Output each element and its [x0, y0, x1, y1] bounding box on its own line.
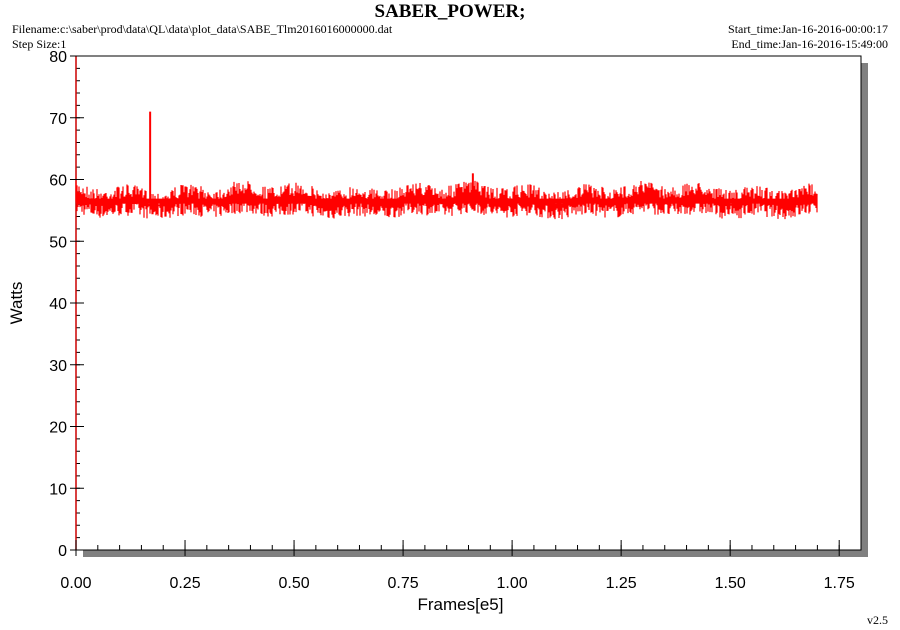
x-tick-label: 0.75 [388, 575, 419, 592]
chart-title: SABER_POWER; [374, 1, 526, 22]
step-size-text: Step Size:1 [12, 37, 67, 51]
y-tick-label: 50 [49, 234, 67, 251]
end-time-text: End_time:Jan-16-2016-15:49:00 [731, 37, 888, 51]
y-tick-label: 10 [49, 481, 67, 498]
y-tick-label: 20 [49, 420, 67, 437]
x-tick-label: 0.25 [169, 575, 200, 592]
y-tick-label: 0 [58, 543, 67, 560]
y-tick-label: 70 [49, 111, 67, 128]
y-tick-label: 40 [49, 296, 67, 313]
x-tick-label: 0.50 [278, 575, 309, 592]
x-axis-title: Frames[e5] [418, 595, 504, 614]
filename-text: Filename:c:\saber\prod\data\QL\data\plot… [12, 22, 393, 36]
plot-frame [75, 55, 862, 551]
y-tick-label: 80 [49, 49, 67, 66]
x-tick-label: 1.25 [606, 575, 637, 592]
x-tick-label: 0.00 [60, 575, 91, 592]
x-tick-label: 1.75 [824, 575, 855, 592]
y-axis-title: Watts [7, 282, 26, 325]
y-tick-label: 30 [49, 358, 67, 375]
x-tick-label: 1.00 [497, 575, 528, 592]
start-time-text: Start_time:Jan-16-2016-00:00:17 [728, 22, 888, 36]
y-tick-label: 60 [49, 173, 67, 190]
x-tick-label: 1.50 [715, 575, 746, 592]
version-label: v2.5 [867, 613, 888, 627]
